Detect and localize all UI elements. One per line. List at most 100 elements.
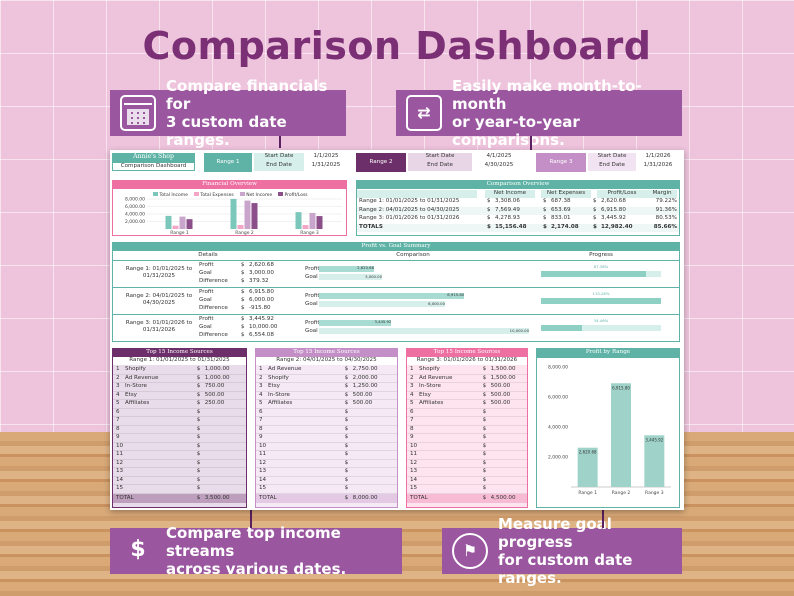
row-divider: [256, 475, 397, 477]
source-amount: 750.00: [204, 383, 225, 389]
detail-label: Difference: [199, 305, 228, 311]
callout-line: Compare top income streams: [166, 524, 341, 560]
profit-bar-label: 3,445.92: [374, 319, 392, 324]
row-divider: [407, 450, 527, 451]
currency-symbol: $: [482, 459, 487, 466]
y-tick-label: 4,000.00: [125, 212, 145, 218]
row-number: 14: [410, 476, 418, 483]
y-tick-label: 6,000.00: [125, 204, 145, 210]
currency-symbol: $: [196, 485, 201, 491]
row-divider: [113, 475, 246, 477]
profit-goal-summary: Profit vs. Goal Summary Details Comparis…: [112, 242, 680, 342]
row-number: 1: [410, 366, 414, 372]
detail-label: Difference: [199, 278, 228, 284]
y-tick-label: 8,000.00: [125, 197, 145, 203]
goal-path-icon: ⚑: [452, 533, 488, 569]
currency-symbol: $: [241, 324, 245, 330]
currency-symbol: $: [487, 198, 491, 204]
row-number: 3: [259, 383, 263, 389]
col-details: Details: [198, 252, 218, 258]
row-divider: [256, 433, 397, 434]
currency-symbol: $: [241, 270, 245, 276]
row-number: 1: [116, 366, 120, 372]
legend-item: Total Expenses: [193, 192, 234, 198]
goal-bar: [319, 301, 445, 307]
row-divider: [407, 407, 527, 409]
currency-symbol: $: [482, 451, 487, 457]
row-divider: [113, 484, 246, 485]
total-label: TOTAL: [259, 494, 277, 501]
range-1-start[interactable]: 1/1/2025: [313, 153, 339, 159]
page-title: Comparison Dashboard: [142, 24, 652, 68]
source-name: Shopify: [125, 366, 146, 372]
row-divider: [407, 484, 527, 485]
currency-symbol: $: [482, 468, 487, 474]
income-table: Top 15 Income Sources Range 1: 01/01/2025…: [112, 348, 247, 508]
range-2-start[interactable]: 4/1/2025: [486, 153, 512, 159]
financial-overview-plot: 8,000.006,000.00 4,000.002,000.00 Range 1 R…: [125, 197, 342, 235]
range-2-end[interactable]: 4/30/2025: [484, 162, 514, 168]
row-divider: [407, 458, 527, 460]
profit-loss-cell: 6,915.80: [601, 206, 626, 213]
currency-symbol: $: [543, 223, 547, 230]
row-divider: [407, 433, 527, 434]
row-divider: [256, 458, 397, 460]
row-number: 3: [116, 383, 120, 389]
callout-goal-progress: ⚑ Measure goal progress for custom date r…: [442, 515, 682, 587]
row-divider: [256, 424, 397, 426]
currency-symbol: $: [344, 468, 349, 474]
row-label: Range 3: 01/01/2026 to 01/31/2026: [359, 215, 460, 222]
row-divider: [407, 416, 527, 417]
currency-symbol: $: [196, 383, 201, 389]
col-comparison: Comparison: [396, 252, 430, 258]
row-number: 8: [259, 425, 263, 432]
currency-symbol: $: [543, 206, 547, 213]
currency-symbol: $: [593, 215, 597, 222]
currency-symbol: $: [241, 316, 245, 322]
profit-bar: [577, 447, 598, 487]
range-1-end[interactable]: 1/31/2025: [311, 162, 341, 168]
y-tick-label: 2,000.00: [548, 455, 568, 461]
table-row: [357, 198, 679, 207]
row-divider: [407, 475, 527, 477]
detail-label: Goal: [199, 324, 212, 330]
profit-bar-label: 2,620.68: [357, 265, 375, 270]
net-income-cell: 3,308.06: [495, 198, 520, 204]
margin-cell: 80.53%: [655, 215, 677, 222]
y-tick-label: 6,000.00: [548, 395, 568, 401]
currency-symbol: $: [543, 198, 547, 204]
range-3-start[interactable]: 1/1/2026: [645, 153, 671, 159]
row-number: 6: [410, 408, 414, 415]
callout-easily-compare: ⇄ Easily make month-to-month or year-to-y…: [396, 77, 682, 149]
bar-label: Goal: [305, 301, 318, 307]
progress-fill: [541, 325, 583, 331]
row-divider: [407, 424, 527, 426]
bar-total-expenses: [302, 225, 309, 229]
currency-symbol: $: [487, 206, 491, 213]
net-income-cell: 4,278.93: [495, 215, 520, 222]
progress-label: 34.46%: [593, 318, 609, 323]
source-amount: 500.00: [352, 391, 373, 398]
row-number: 4: [116, 391, 120, 398]
table-row: [357, 206, 679, 216]
callout-line: across various dates.: [166, 560, 347, 578]
column-header: Net Income: [485, 190, 535, 198]
row-divider: [113, 458, 246, 460]
currency-symbol: $: [196, 459, 201, 466]
net-expenses-cell: 653.69: [551, 206, 571, 213]
shop-name: Annie's Shop: [112, 153, 195, 162]
currency-symbol: $: [196, 494, 201, 501]
row-divider: [407, 382, 527, 383]
row-number: 8: [410, 425, 414, 432]
row-divider: [113, 314, 679, 315]
source-amount: 2,000.00: [352, 374, 378, 381]
currency-symbol: $: [482, 391, 487, 398]
currency-symbol: $: [196, 391, 201, 398]
currency-symbol: $: [344, 391, 349, 398]
row-divider: [113, 492, 246, 494]
total-row: [256, 493, 397, 503]
detail-label: Profit: [199, 262, 214, 268]
range-3-end[interactable]: 1/31/2026: [643, 162, 673, 168]
bar-label: Goal: [305, 328, 318, 334]
currency-symbol: $: [241, 278, 245, 284]
